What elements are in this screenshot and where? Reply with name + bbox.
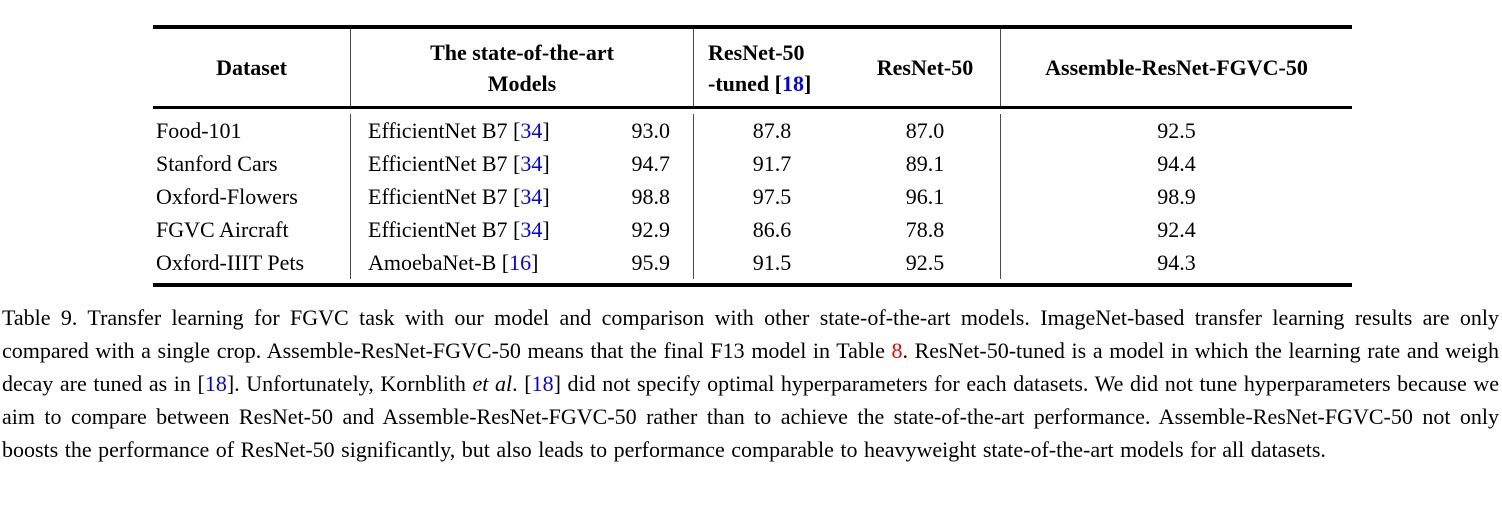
col-header-assemble: Assemble-ResNet-FGVC-50 bbox=[1001, 29, 1352, 106]
model-label: EfficientNet B7 [ bbox=[368, 117, 521, 143]
caption-text: . [ bbox=[512, 371, 532, 396]
assemble-score: 92.4 bbox=[1157, 216, 1196, 242]
table-row: Stanford Cars EfficientNet B7 [34] 94.7 9… bbox=[153, 147, 1352, 180]
sota-model-cell: EfficientNet B7 [34] 94.7 bbox=[351, 147, 694, 180]
sota-model-name: AmoebaNet-B [16] bbox=[368, 250, 538, 276]
sota-model-cell: AmoebaNet-B [16] 95.9 bbox=[351, 246, 694, 279]
caption-text: . ResNet-50-tuned is a model in which th… bbox=[2, 338, 1499, 396]
sota-score: 95.9 bbox=[631, 249, 671, 275]
resnet50-score: 89.1 bbox=[850, 147, 1001, 180]
dataset-name: Stanford Cars bbox=[153, 147, 351, 180]
col-header-resnet50-tuned-line1: ResNet-50 bbox=[708, 39, 805, 65]
citation-link-18[interactable]: 18 bbox=[781, 70, 804, 96]
tuned-label-post: ] bbox=[803, 70, 812, 96]
sota-score: 92.9 bbox=[631, 216, 671, 242]
sota-model-cell: EfficientNet B7 [34] 98.8 bbox=[351, 180, 694, 213]
resnet50-tuned-score: 91.7 bbox=[752, 150, 792, 176]
citation-link-16[interactable]: 16 bbox=[509, 249, 532, 275]
table-ref-link-8[interactable]: 8 bbox=[891, 338, 903, 363]
col-header-dataset-label: Dataset bbox=[216, 55, 287, 80]
table-row: Oxford-IIIT Pets AmoebaNet-B [16] 95.9 91… bbox=[153, 246, 1352, 279]
model-label: AmoebaNet-B [ bbox=[368, 249, 510, 275]
model-label: EfficientNet B7 [ bbox=[368, 216, 521, 242]
model-label: EfficientNet B7 [ bbox=[368, 183, 521, 209]
col-header-assemble-label: Assemble-ResNet-FGVC-50 bbox=[1045, 55, 1308, 80]
citation-link-18[interactable]: 18 bbox=[531, 371, 554, 396]
results-table: Dataset The state-of-the-art Models ResN… bbox=[153, 25, 1352, 287]
col-header-sota-line1: The state-of-the-art bbox=[430, 39, 614, 65]
col-header-dataset: Dataset bbox=[153, 29, 351, 106]
assemble-score: 94.3 bbox=[1157, 249, 1196, 275]
sota-model-name: EfficientNet B7 [34] bbox=[368, 217, 550, 243]
sota-score: 94.7 bbox=[631, 150, 671, 176]
resnet50-score: 96.1 bbox=[850, 180, 1001, 213]
col-header-sota-line2: Models bbox=[487, 70, 557, 96]
resnet50-tuned-score: 87.8 bbox=[752, 117, 792, 143]
dataset-name: Oxford-IIIT Pets bbox=[153, 246, 351, 279]
model-label-close: ] bbox=[542, 183, 550, 209]
table-row: FGVC Aircraft EfficientNet B7 [34] 92.9 8… bbox=[153, 213, 1352, 246]
resnet50-score: 78.8 bbox=[850, 213, 1001, 246]
sota-model-name: EfficientNet B7 [34] bbox=[368, 118, 550, 144]
citation-link-34[interactable]: 34 bbox=[520, 150, 543, 176]
model-label-close: ] bbox=[542, 216, 550, 242]
sota-score: 98.8 bbox=[631, 183, 671, 209]
sota-model-cell: EfficientNet B7 [34] 93.0 bbox=[351, 114, 694, 147]
citation-link-34[interactable]: 34 bbox=[520, 183, 543, 209]
assemble-score: 92.5 bbox=[1157, 117, 1196, 143]
col-header-sota-models: The state-of-the-art Models bbox=[351, 29, 694, 106]
assemble-score: 94.4 bbox=[1157, 150, 1196, 176]
caption-text: Table 9. Transfer learning for FGVC task… bbox=[2, 305, 1499, 363]
assemble-score: 98.9 bbox=[1157, 183, 1196, 209]
caption-text-italic: et al bbox=[472, 371, 513, 396]
sota-model-cell: EfficientNet B7 [34] 92.9 bbox=[351, 213, 694, 246]
dataset-name: Food-101 bbox=[153, 114, 351, 147]
table-row: Food-101 EfficientNet B7 [34] 93.0 87.8 8… bbox=[153, 114, 1352, 147]
caption-text: ]. Unfortunately, Kornblith bbox=[226, 371, 473, 396]
table-top-rule bbox=[153, 25, 1352, 29]
table-bottom-rule bbox=[153, 283, 1352, 287]
col-header-resnet50: ResNet-50 bbox=[850, 29, 1001, 106]
table-header-row: Dataset The state-of-the-art Models ResN… bbox=[153, 29, 1352, 106]
model-label-close: ] bbox=[542, 150, 550, 176]
resnet50-tuned-score: 91.5 bbox=[752, 249, 792, 275]
model-label: EfficientNet B7 [ bbox=[368, 150, 521, 176]
resnet50-tuned-score: 86.6 bbox=[752, 216, 792, 242]
citation-link-18[interactable]: 18 bbox=[204, 371, 227, 396]
table-header-rule bbox=[153, 106, 1352, 109]
sota-model-name: EfficientNet B7 [34] bbox=[368, 184, 550, 210]
table-body: Food-101 EfficientNet B7 [34] 93.0 87.8 8… bbox=[153, 109, 1352, 283]
citation-link-34[interactable]: 34 bbox=[520, 216, 543, 242]
col-header-resnet50-tuned: ResNet-50 -tuned [18] bbox=[694, 29, 850, 106]
citation-link-34[interactable]: 34 bbox=[520, 117, 543, 143]
dataset-name: FGVC Aircraft bbox=[153, 213, 351, 246]
resnet50-tuned-score: 97.5 bbox=[752, 183, 792, 209]
model-label-close: ] bbox=[542, 117, 550, 143]
model-label-close: ] bbox=[531, 249, 539, 275]
tuned-label-pre: -tuned [ bbox=[708, 70, 782, 96]
col-header-resnet50-tuned-line2: -tuned [18] bbox=[708, 68, 811, 99]
sota-model-name: EfficientNet B7 [34] bbox=[368, 151, 550, 177]
table-row: Oxford-Flowers EfficientNet B7 [34] 98.8 … bbox=[153, 180, 1352, 213]
table-caption: Table 9. Transfer learning for FGVC task… bbox=[2, 301, 1499, 466]
col-header-resnet50-label: ResNet-50 bbox=[876, 55, 974, 80]
resnet50-score: 92.5 bbox=[850, 246, 1001, 279]
resnet50-score: 87.0 bbox=[850, 114, 1001, 147]
sota-score: 93.0 bbox=[631, 117, 671, 143]
caption-text: ] did not specify optimal hyperparameter… bbox=[2, 371, 1500, 462]
dataset-name: Oxford-Flowers bbox=[153, 180, 351, 213]
